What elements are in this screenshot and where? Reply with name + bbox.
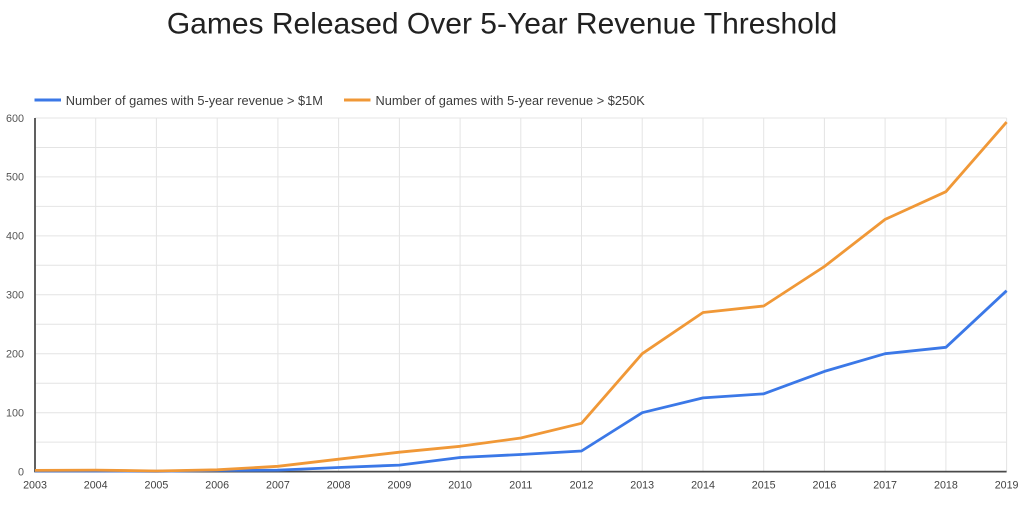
svg-text:100: 100	[6, 408, 24, 420]
svg-text:2003: 2003	[23, 480, 47, 492]
svg-text:2014: 2014	[691, 480, 715, 492]
svg-text:2007: 2007	[266, 480, 290, 492]
svg-text:2004: 2004	[84, 480, 108, 492]
svg-text:2008: 2008	[327, 480, 351, 492]
svg-text:0: 0	[18, 466, 24, 478]
svg-text:2019: 2019	[995, 480, 1019, 492]
svg-text:200: 200	[6, 349, 24, 361]
svg-text:2016: 2016	[813, 480, 837, 492]
svg-text:500: 500	[6, 172, 24, 184]
svg-text:Number of games with 5-year re: Number of games with 5-year revenue > $1…	[66, 93, 323, 108]
svg-text:400: 400	[6, 231, 24, 243]
svg-text:2018: 2018	[934, 480, 958, 492]
svg-text:2011: 2011	[509, 480, 532, 492]
svg-text:2017: 2017	[873, 480, 897, 492]
svg-text:Games Released Over 5-Year Rev: Games Released Over 5-Year Revenue Thres…	[167, 8, 837, 41]
svg-text:2015: 2015	[752, 480, 776, 492]
svg-text:Number of games with 5-year re: Number of games with 5-year revenue > $2…	[376, 93, 646, 108]
svg-text:2013: 2013	[630, 480, 654, 492]
svg-text:600: 600	[6, 113, 24, 125]
svg-text:300: 300	[6, 290, 24, 302]
svg-text:2010: 2010	[448, 480, 472, 492]
svg-text:2012: 2012	[570, 480, 594, 492]
svg-text:2005: 2005	[145, 480, 169, 492]
svg-text:2006: 2006	[205, 480, 229, 492]
svg-text:2009: 2009	[388, 480, 412, 492]
